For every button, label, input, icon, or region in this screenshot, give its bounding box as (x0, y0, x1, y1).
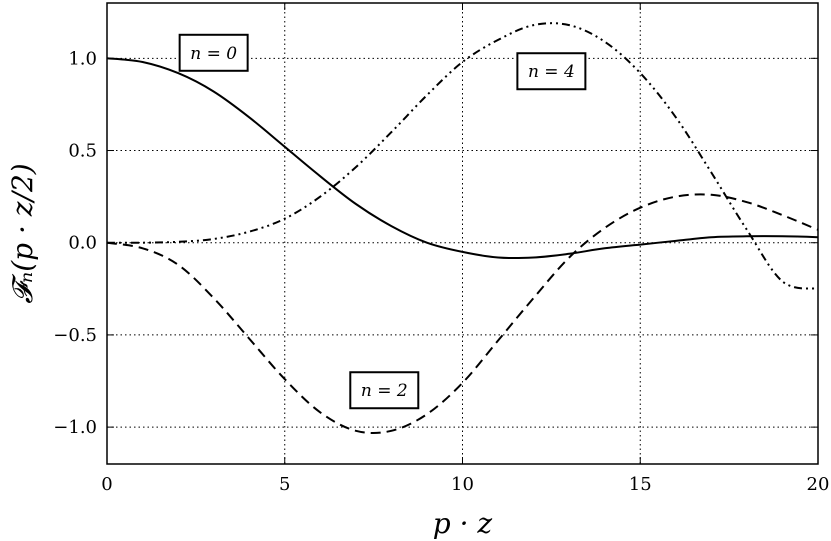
y-tick-label: 1.0 (68, 48, 97, 69)
annotation-label: n = 4 (528, 62, 575, 82)
x-tick-label: 10 (451, 474, 474, 495)
annotation-frame (178, 33, 249, 72)
ticks: 0 5 10 15 20 1.0 0.5 0.0 −0.5 −1.0 (53, 3, 829, 495)
y-tick-label: −0.5 (53, 325, 97, 346)
annotation-frame (349, 371, 420, 410)
y-tick-label: 0.0 (68, 233, 97, 254)
x-tick-label: 0 (101, 474, 112, 495)
x-tick-label: 5 (279, 474, 290, 495)
y-axis-label: 𝓕ₙ(p · z/2) (6, 163, 39, 304)
series-line-solid (106, 57, 819, 260)
x-tick-label: 15 (629, 474, 652, 495)
annotation-box: n = 0 (178, 33, 249, 72)
x-axis-label: p · z (433, 507, 493, 540)
grid (106, 3, 819, 464)
annotation-label: n = 0 (190, 44, 237, 64)
series-layer (106, 22, 819, 435)
y-tick-label: −1.0 (53, 417, 97, 438)
annotation-frame (516, 52, 587, 91)
annotation-box: n = 4 (516, 52, 587, 91)
annotation-label: n = 2 (361, 381, 408, 401)
annotations: n = 0 n = 4 n = 2 (178, 33, 587, 410)
y-tick-label: 0.5 (68, 141, 97, 162)
series-line-dashdot (106, 22, 819, 290)
series-line-dashed (106, 193, 819, 435)
x-tick-label: 20 (807, 474, 830, 495)
annotation-box: n = 2 (349, 371, 420, 410)
